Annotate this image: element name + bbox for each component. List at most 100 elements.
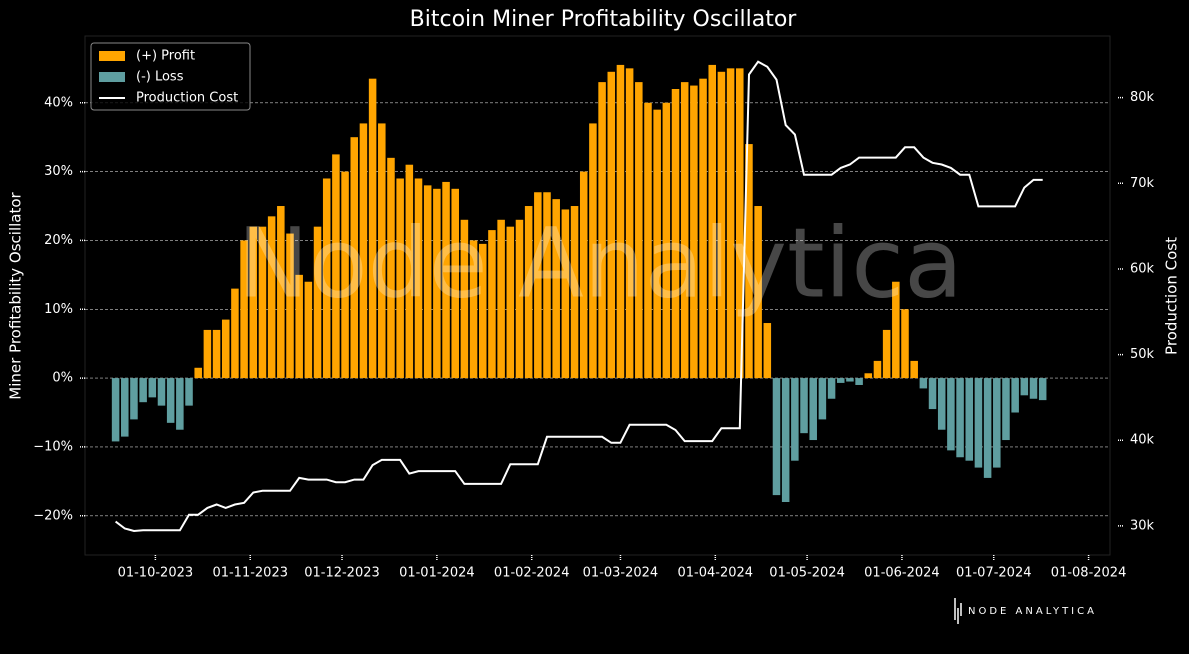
y-tick-label: 40%: [44, 95, 73, 110]
x-tick-label: 01-05-2024: [769, 566, 845, 581]
y2-tick-label: 80k: [1130, 90, 1155, 105]
bar: [488, 230, 496, 379]
bar: [515, 219, 524, 379]
bar: [809, 378, 817, 441]
bar: [690, 85, 698, 379]
bar: [736, 68, 744, 379]
bar: [185, 378, 193, 406]
bar: [166, 378, 175, 423]
bar: [231, 288, 239, 379]
bar: [561, 209, 570, 379]
bar: [635, 82, 643, 379]
x-tick-label: 01-01-2024: [399, 566, 475, 581]
bar: [212, 329, 221, 379]
bar: [176, 378, 184, 430]
legend-label: (+) Profit: [136, 49, 195, 64]
bar: [148, 378, 157, 398]
bar: [543, 192, 551, 379]
bar: [983, 378, 992, 478]
bar: [892, 281, 900, 379]
plot-area: −20% −10% 0% 10% 20% 30% 40% 30k 40k 50k 60k 70k 80k…: [33, 35, 1155, 581]
x-tick-label: 01-03-2024: [583, 566, 659, 581]
bar: [662, 102, 671, 379]
bar: [653, 109, 661, 379]
bar: [359, 123, 368, 379]
bar: [506, 226, 515, 379]
bar: [781, 378, 790, 502]
bar: [855, 378, 863, 385]
bar: [708, 64, 717, 379]
legend-swatch: [99, 51, 125, 61]
bar: [442, 181, 450, 379]
bar: [800, 378, 808, 434]
bar: [240, 240, 248, 379]
bar: [423, 185, 432, 379]
bar: [277, 206, 285, 379]
bar: [368, 78, 377, 379]
bar: [378, 123, 386, 379]
bar: [249, 226, 258, 379]
y2-tick-label: 30k: [1130, 518, 1155, 533]
bar: [726, 68, 735, 379]
bar: [203, 329, 212, 379]
bar: [791, 378, 799, 461]
bar: [139, 378, 147, 403]
bar: [882, 329, 891, 379]
bar: [1029, 378, 1038, 399]
legend-swatch: [99, 72, 125, 82]
legend-box: [90, 42, 251, 111]
bar: [772, 378, 781, 496]
bar: [460, 219, 469, 379]
bar: [130, 378, 138, 420]
bar: [910, 360, 918, 379]
bar: [616, 64, 625, 379]
bar: [304, 281, 313, 379]
bar: [1011, 378, 1019, 413]
y2-axis-label: Production Cost: [1163, 237, 1181, 355]
x-tick-label: 01-02-2024: [494, 566, 570, 581]
bar: [121, 378, 129, 437]
bar: [478, 243, 487, 379]
legend-label: (-) Loss: [136, 70, 184, 85]
bar: [524, 206, 533, 379]
bar: [717, 71, 726, 379]
bar: [433, 188, 441, 379]
chart-title: Bitcoin Miner Profitability Oscillator: [410, 7, 798, 32]
bar: [286, 233, 294, 379]
bar: [414, 178, 423, 379]
bar: [965, 378, 974, 461]
bar: [754, 206, 762, 379]
y-tick-label: 10%: [44, 302, 73, 317]
x-tick-label: 01-08-2024: [1051, 566, 1127, 581]
bar: [836, 378, 845, 383]
bar: [258, 226, 267, 379]
bar: [928, 378, 937, 410]
bar: [350, 137, 359, 379]
y2-tick-label: 70k: [1130, 176, 1155, 191]
bar: [194, 367, 202, 379]
bar: [332, 154, 340, 379]
bar: [680, 82, 689, 379]
bar: [699, 78, 707, 379]
watermark: Node Analytica: [237, 207, 963, 319]
x-tick-label: 01-10-2023: [118, 566, 194, 581]
y-tick-label: 20%: [44, 233, 73, 248]
y-axis-label: Miner Profitability Oscillator: [7, 191, 25, 399]
line: [115, 60, 1043, 533]
bar: [947, 378, 955, 451]
brand-text: NODE ANALYTICA: [968, 606, 1097, 617]
bar: [267, 216, 276, 379]
bar: [552, 199, 560, 379]
bar: [570, 206, 579, 379]
x-tick-label: 01-12-2023: [304, 566, 380, 581]
bar: [598, 82, 606, 379]
bar: [625, 68, 634, 379]
y2-tick-label: 50k: [1130, 347, 1155, 362]
bar: [745, 144, 753, 379]
bar: [873, 360, 882, 379]
bar: [341, 171, 349, 379]
bar: [589, 123, 597, 379]
x-tick-label: 01-11-2023: [212, 566, 288, 581]
y2-tick-label: 40k: [1130, 433, 1155, 448]
bar: [579, 171, 588, 379]
